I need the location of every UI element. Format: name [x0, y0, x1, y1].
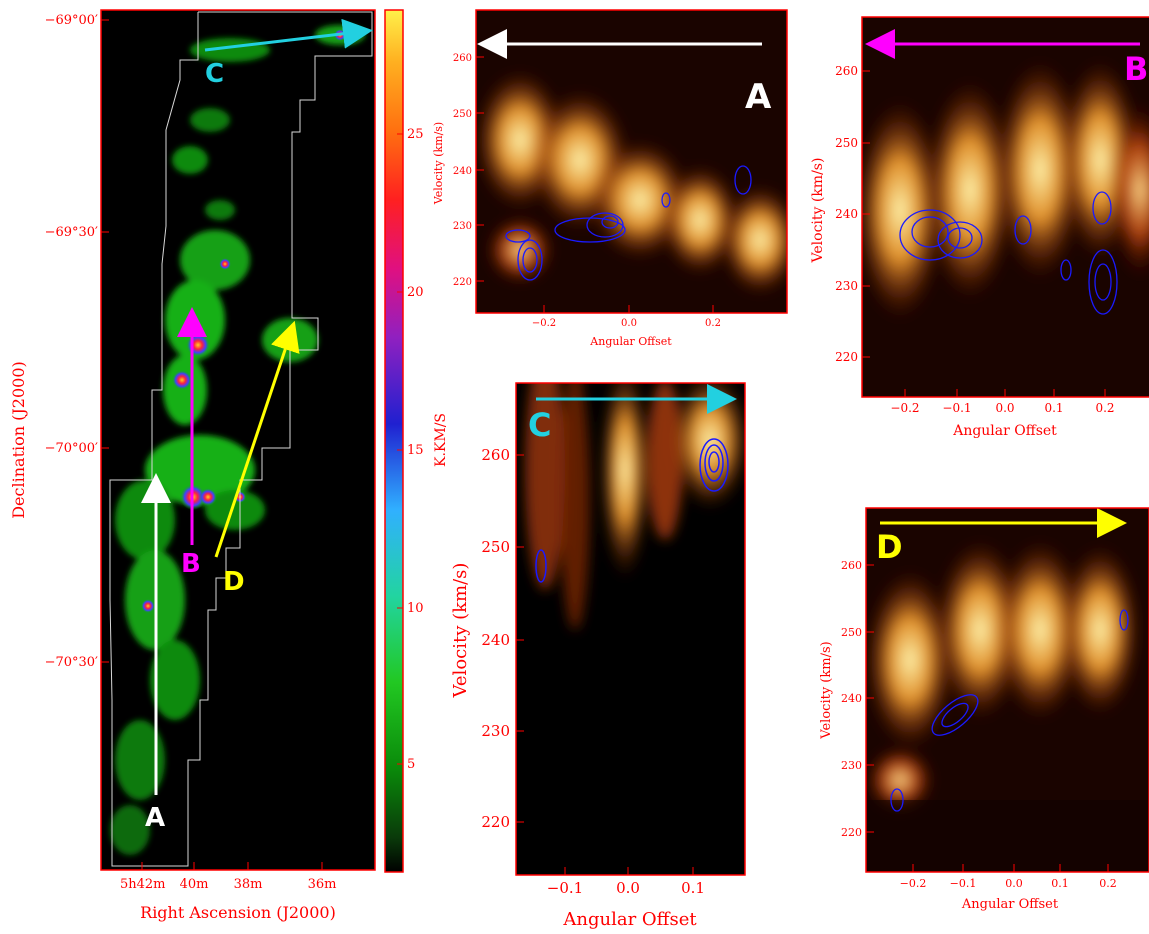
colorbar-frame [384, 9, 404, 873]
map-y-tick: −69°00′ [45, 13, 98, 28]
map-frame [100, 9, 376, 871]
pv-c-x-label: Angular Offset [562, 909, 697, 930]
map-panel: A B C D −69°00′ −69°30′ −70°00′ −70°30′ … [9, 9, 376, 922]
pv-d-x-tick: 0.1 [1051, 877, 1069, 890]
pv-c-y-label: Velocity (km/s) [450, 563, 471, 699]
map-x-tick: 5h42m [120, 877, 166, 892]
colorbar-tick: 20 [407, 285, 424, 300]
pv-a-y-tick: 260 [453, 53, 472, 64]
path-label-c: C [205, 59, 224, 89]
pv-b-x-tick: −0.2 [890, 401, 919, 415]
map-y-tick: −70°00′ [45, 441, 98, 456]
pv-b-y-tick: 250 [835, 136, 858, 150]
pv-c-y-tick: 250 [481, 538, 510, 556]
pv-c-contours [535, 438, 729, 583]
pv-b-x-tick: 0.2 [1095, 401, 1114, 415]
pv-c-x-tick: 0.1 [681, 879, 705, 897]
pv-b-letter: B [1124, 50, 1148, 88]
pv-d-x-label: Angular Offset [961, 897, 1059, 912]
pv-c-x-tick: 0.0 [616, 879, 640, 897]
map-emission: A B C D [109, 11, 373, 867]
map-ticks [101, 19, 323, 870]
path-arrow-c [204, 18, 373, 52]
map-x-tick: 38m [234, 877, 263, 892]
pv-a-letter: A [745, 77, 772, 117]
map-x-label: Right Ascension (J2000) [140, 903, 336, 922]
pv-c-y-tick: 230 [481, 722, 510, 740]
pv-b-y-tick: 260 [835, 64, 858, 78]
pv-b-x-label: Angular Offset [952, 423, 1057, 439]
pv-c-letter: C [528, 406, 551, 444]
colorbar-tick: 5 [407, 757, 415, 772]
pv-a-x-tick: 0.0 [621, 318, 637, 329]
pv-d-x-tick: −0.2 [900, 877, 927, 890]
pv-c-y-tick: 220 [481, 813, 510, 831]
pv-c-y-tick: 260 [481, 446, 510, 464]
colorbar-label: K.KM/S [433, 413, 449, 467]
pv-panel-b: B −0.2 −0.1 0.0 0.1 0.2 220 230 240 250 … [810, 16, 1149, 439]
pv-d-letter: D [876, 528, 903, 566]
path-label-a: A [145, 803, 165, 833]
map-y-tick: −69°30′ [45, 225, 98, 240]
pv-d-x-tick: 0.0 [1005, 877, 1023, 890]
pv-b-x-tick: 0.0 [995, 401, 1014, 415]
pv-a-y-tick: 250 [453, 109, 472, 120]
pv-b-contours [899, 191, 1118, 315]
pv-c-emission: C [525, 383, 745, 630]
map-x-tick: 36m [308, 877, 337, 892]
colorbar: 5 10 15 20 25 K.KM/S [384, 9, 449, 873]
pv-b-y-tick: 220 [835, 350, 858, 364]
pv-panel-c: C −0.1 0.0 0.1 220 230 240 250 260 Angul… [450, 382, 746, 930]
pv-d-x-tick: −0.1 [950, 877, 977, 890]
colorbar-scale [385, 10, 403, 872]
pv-d-y-tick: 240 [841, 692, 862, 705]
pv-c-y-tick: 240 [481, 631, 510, 649]
pv-d-emission: D [866, 508, 1149, 872]
pv-b-y-label: Velocity (km/s) [810, 158, 826, 264]
pv-d-y-tick: 250 [841, 626, 862, 639]
pv-d-contours [890, 609, 1129, 812]
pv-a-x-tick: −0.2 [532, 318, 556, 329]
pv-a-y-tick: 240 [453, 166, 472, 177]
colorbar-tick: 15 [407, 443, 424, 458]
pv-d-y-tick: 220 [841, 826, 862, 839]
pv-panel-d: D −0.2 −0.1 0.0 0.1 0.2 220 230 240 250 … [819, 507, 1149, 912]
pv-a-x-label: Angular Offset [589, 335, 672, 348]
pv-a-emission: A [476, 29, 787, 295]
survey-boundary [109, 11, 373, 867]
pv-b-emission: B [862, 29, 1149, 320]
pv-b-x-tick: −0.1 [942, 401, 971, 415]
pv-a-y-label: Velocity (km/s) [432, 122, 445, 205]
pv-a-y-tick: 220 [453, 277, 472, 288]
colorbar-tick: 10 [407, 601, 424, 616]
pv-d-y-tick: 230 [841, 759, 862, 772]
pv-a-y-tick: 230 [453, 221, 472, 232]
pv-d-x-tick: 0.2 [1099, 877, 1117, 890]
path-arrow-d [214, 320, 300, 558]
map-x-tick: 40m [180, 877, 209, 892]
pv-a-contours [505, 165, 752, 281]
colorbar-tick: 25 [407, 127, 424, 142]
pv-d-y-tick: 260 [841, 559, 862, 572]
pv-b-y-tick: 230 [835, 279, 858, 293]
map-y-label: Declination (J2000) [9, 361, 28, 519]
map-y-tick: −70°30′ [45, 655, 98, 670]
pv-a-x-tick: 0.2 [705, 318, 721, 329]
pv-panel-a: A −0.2 0.0 0.2 220 230 240 250 260 Angul… [432, 9, 788, 348]
pv-b-x-tick: 0.1 [1044, 401, 1063, 415]
pv-c-x-tick: −0.1 [547, 879, 583, 897]
path-label-d: D [223, 567, 245, 597]
pv-b-y-tick: 240 [835, 207, 858, 221]
path-label-b: B [181, 549, 201, 579]
pv-d-y-label: Velocity (km/s) [819, 641, 834, 739]
